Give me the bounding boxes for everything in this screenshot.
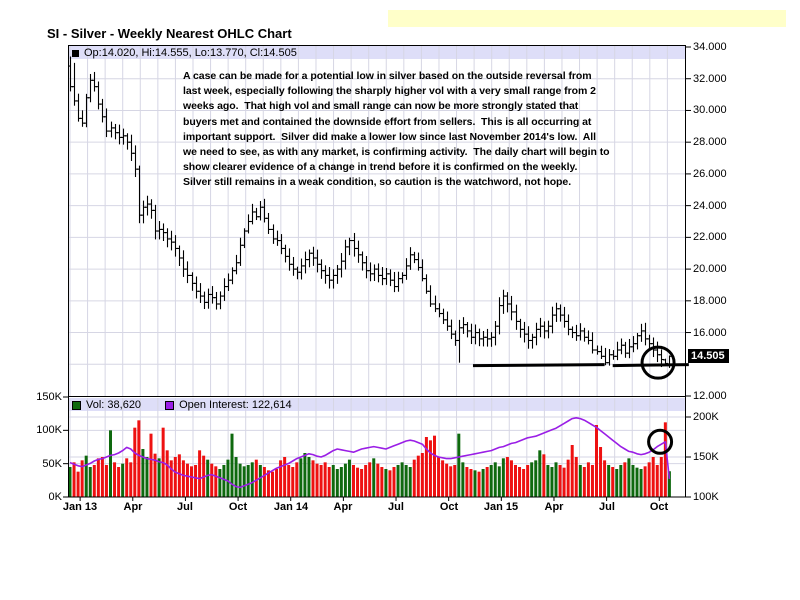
x-axis-tick-label: Apr [544,501,564,513]
x-axis-tick-label: Jan 15 [483,501,519,513]
volume-axis-tick-label: 0K [48,491,62,503]
price-axis-tick-label: 32.000 [693,73,727,85]
quote-strip-background [69,46,685,59]
axis-ticks [63,46,691,501]
price-axis-tick-label: 28.000 [693,136,727,148]
x-axis-tick-label: Apr [123,501,143,513]
x-axis-tick-label: Oct [228,501,248,513]
volume-bars [68,420,671,497]
x-axis-tick-label: Jul [599,501,615,513]
highlight-bar [388,10,786,27]
open-interest-axis-tick-label: 200K [693,411,719,423]
price-axis-tick-label: 26.000 [693,168,727,180]
volume-legend-label: Vol: 38,620 [86,399,142,411]
volume-legend-strip-background [69,398,685,411]
last-price-tag: 14.505 [688,349,729,363]
open-interest-axis-tick-label: 100K [693,491,719,503]
x-axis-tick-label: Jul [388,501,404,513]
volume-axis-tick-label: 50K [42,458,62,470]
volume-axis-tick-label: 150K [36,391,62,403]
price-axis-tick-label: 16.000 [693,327,727,339]
open-interest-series-swatch-icon [165,400,175,410]
volume-series-swatch-icon [72,400,81,410]
quote-marker-icon [72,49,79,57]
volume-legend: Vol: 38,620 Open Interest: 122,614 [72,399,292,411]
horizontal-gridlines [69,78,685,465]
price-axis-tick-label: 22.000 [693,231,727,243]
quote-bar: Op:14.020, Hi:14.555, Lo:13.770, Cl:14.5… [72,47,297,59]
open-interest-axis-tick-label: 150K [693,451,719,463]
price-axis-tick-label: 12.000 [693,390,727,402]
analyst-annotation: A case can be made for a potential low i… [183,70,610,189]
price-axis-tick-label: 30.000 [693,104,727,116]
quote-ohlc-text: Op:14.020, Hi:14.555, Lo:13.770, Cl:14.5… [84,47,297,59]
volume-axis-tick-label: 100K [36,424,62,436]
page-title: SI - Silver - Weekly Nearest OHLC Chart [47,26,292,41]
x-axis-tick-label: Apr [333,501,353,513]
open-interest-line [69,416,671,489]
price-axis-tick-label: 24.000 [693,200,727,212]
x-axis-tick-label: Oct [649,501,669,513]
volume-annotation-circle [647,428,674,455]
ohlc-bars [68,56,672,368]
price-annotation-circle [640,345,676,380]
price-axis-tick-label: 20.000 [693,263,727,275]
x-axis-tick-label: Jul [177,501,193,513]
price-axis-tick-label: 18.000 [693,295,727,307]
x-axis-tick-label: Oct [439,501,459,513]
open-interest-legend-label: Open Interest: 122,614 [179,399,292,411]
x-axis-tick-label: Jan 13 [62,501,98,513]
support-trendline [472,363,689,368]
x-axis-tick-label: Jan 14 [273,501,309,513]
price-axis-tick-label: 34.000 [693,41,727,53]
panel-borders [68,45,686,498]
